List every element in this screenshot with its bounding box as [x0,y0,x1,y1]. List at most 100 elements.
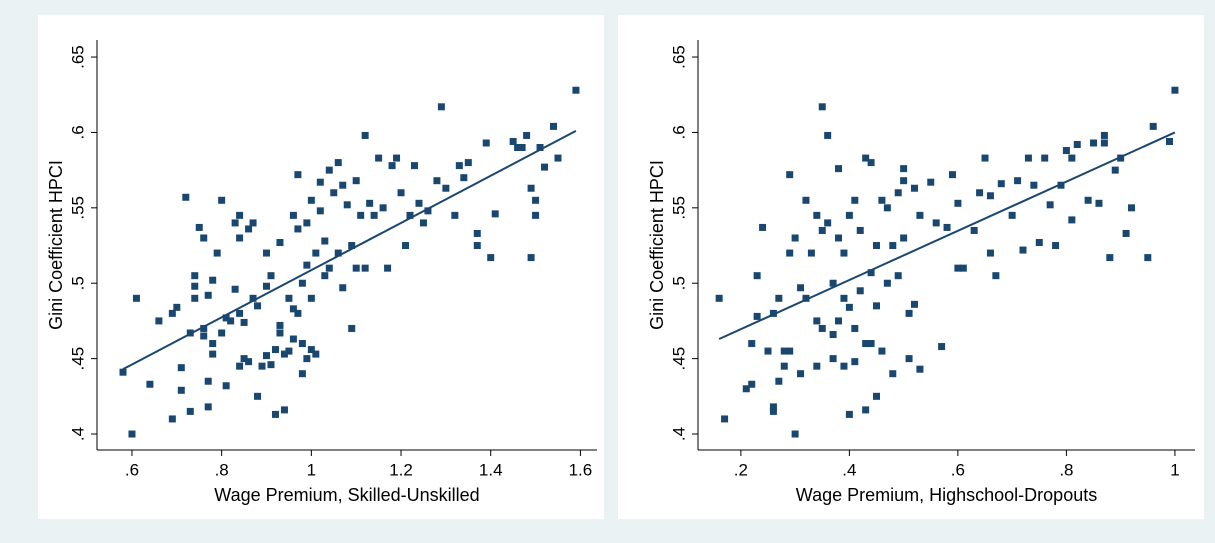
y-tick-label: .55 [669,196,688,220]
scatter-point [845,410,853,418]
scatter-point [900,234,908,242]
scatter-point [910,184,918,192]
scatter-point [352,264,360,272]
scatter-point [168,415,176,423]
scatter-point [334,249,342,257]
scatter-point [236,362,244,370]
scatter-point [191,294,199,302]
scatter-point [491,210,499,218]
scatter-point [997,180,1005,188]
y-tick-label: .6 [68,125,87,139]
scatter-point [818,226,826,234]
scatter-point [873,392,881,400]
scatter-point [889,370,897,378]
scatter-point [943,223,951,231]
scatter-point [325,166,333,174]
scatter-point [856,287,864,295]
scatter-point [813,317,821,325]
scatter-point [307,196,315,204]
scatter-point [851,196,859,204]
scatter-point [905,309,913,317]
panel-background [618,15,1204,519]
scatter-point [294,309,302,317]
panel-background [38,15,604,519]
scatter-point [572,86,580,94]
scatter-point [1144,254,1152,262]
scatter-point [249,219,257,227]
scatter-point [289,305,297,313]
scatter-point [883,204,891,212]
scatter-point [303,355,311,363]
x-tick-label: .4 [842,460,856,479]
scatter-point [791,430,799,438]
scatter-point [862,406,870,414]
scatter-point [835,165,843,173]
scatter-point [191,282,199,290]
scatter-point [1041,154,1049,162]
scatter-point [1030,181,1038,189]
scatter-point [1019,246,1027,254]
x-tick-label: .8 [1059,460,1073,479]
scatter-point [1149,122,1157,130]
scatter-point [419,219,427,227]
scatter-point [155,317,163,325]
scatter-point [487,254,495,262]
scatter-point [415,199,423,207]
scatter-point [209,350,217,358]
scatter-point [132,294,140,302]
scatter-point [204,377,212,385]
scatter-point [780,347,788,355]
scatter-point [829,279,837,287]
scatter-point [410,162,418,170]
scatter-point [267,272,275,280]
scatter-point [240,355,248,363]
scatter-point [285,294,293,302]
scatter-point [437,103,445,111]
scatter-point [397,189,405,197]
scatter-point [764,347,772,355]
scatter-point [303,219,311,227]
scatter-point [518,144,526,152]
scatter-point [294,225,302,233]
scatter-point [177,364,185,372]
scatter-point [442,184,450,192]
scatter-point [236,234,244,242]
x-tick-label: .2 [734,460,748,479]
scatter-point [721,415,729,423]
scatter-point [227,317,235,325]
y-tick-label: .45 [669,347,688,371]
scatter-point [835,234,843,242]
scatter-point [280,350,288,358]
scatter-point [370,211,378,219]
scatter-point [900,165,908,173]
scatter-point [786,249,794,257]
scatter-point [791,234,799,242]
scatter-point [361,264,369,272]
scatter-point [316,207,324,215]
x-tick-label: 1 [307,460,316,479]
y-tick-label: .65 [669,45,688,69]
scatter-point [867,159,875,167]
scatter-point [541,163,549,171]
scatter-point [856,226,864,234]
scatter-point [464,159,472,167]
scatter-point [200,234,208,242]
scatter-point [384,264,392,272]
x-axis-title: Wage Premium, Highschool-Dropouts [796,485,1097,505]
x-tick-label: 1.6 [569,460,593,479]
scatter-point [878,347,886,355]
scatter-point [424,207,432,215]
scatter-point [938,343,946,351]
scatter-point [460,174,468,182]
scatter-point [862,340,870,348]
scatter-point [1024,154,1032,162]
scatter-point [473,242,481,250]
scatter-point [845,303,853,311]
scatter-point [840,294,848,302]
scatter-point [1111,166,1119,174]
scatter-point [916,365,924,373]
scatter-point [851,324,859,332]
y-tick-label: .4 [68,427,87,441]
scatter-point [894,272,902,280]
scatter-point [451,211,459,219]
